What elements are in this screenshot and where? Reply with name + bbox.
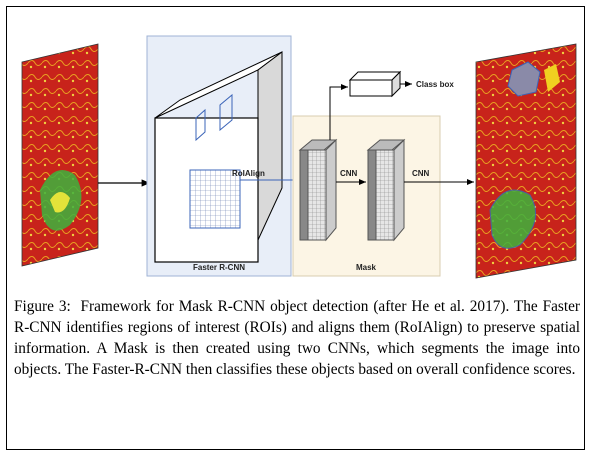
- cnn-block: [300, 140, 336, 240]
- cnn-label: CNN: [340, 169, 358, 178]
- class-box-label: Class box: [416, 80, 454, 89]
- input-image: [22, 44, 98, 266]
- page: RoIAlign Faster R-CNN CNN CNN Mask Cla: [0, 0, 593, 458]
- faster-rcnn-label: Faster R-CNN: [193, 263, 245, 272]
- roialign-label: RoIAlign: [232, 169, 265, 178]
- cnn-label: CNN: [412, 169, 430, 178]
- diagram: RoIAlign Faster R-CNN CNN CNN Mask Cla: [0, 0, 593, 290]
- output-image: [476, 44, 576, 278]
- class-box: [350, 72, 400, 96]
- mask-label: Mask: [356, 263, 377, 272]
- figure-caption: Figure 3: Framework for Mask R-CNN objec…: [14, 296, 580, 380]
- cnn-block: [368, 140, 404, 240]
